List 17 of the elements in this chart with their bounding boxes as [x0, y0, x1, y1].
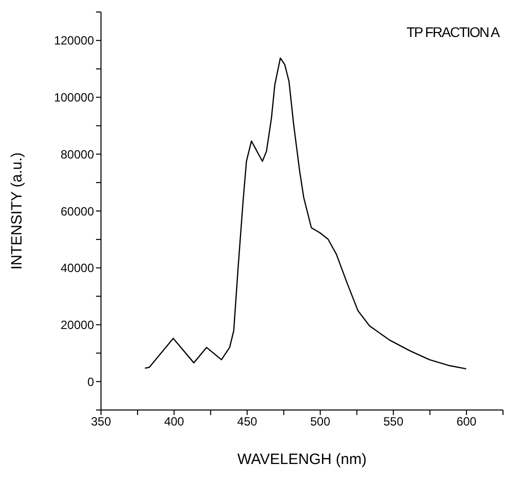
x-tick-label: 450 — [237, 414, 258, 429]
line-series — [144, 57, 467, 370]
x-tick-label: 600 — [456, 414, 477, 429]
y-axis-title: INTENSITY (a.u.) — [8, 152, 26, 270]
y-tick-label: 40000 — [60, 261, 94, 276]
x-tick-label: 350 — [90, 414, 112, 429]
y-tick-label: 100000 — [54, 90, 94, 105]
x-tick-label: 500 — [310, 414, 331, 429]
x-tick-label: 550 — [383, 414, 404, 429]
x-tick-label: 400 — [164, 414, 184, 429]
text: TP FRACTION A — [406, 24, 499, 40]
y-tick-label: 20000 — [60, 318, 94, 332]
y-tick-label: 120000 — [54, 34, 94, 48]
x-axis-title: WAVELENGH (nm) — [237, 451, 367, 468]
y-tick-label: 0 — [87, 374, 94, 389]
y-tick-label: 60000 — [60, 204, 94, 218]
y-tick-label: 80000 — [60, 147, 94, 162]
